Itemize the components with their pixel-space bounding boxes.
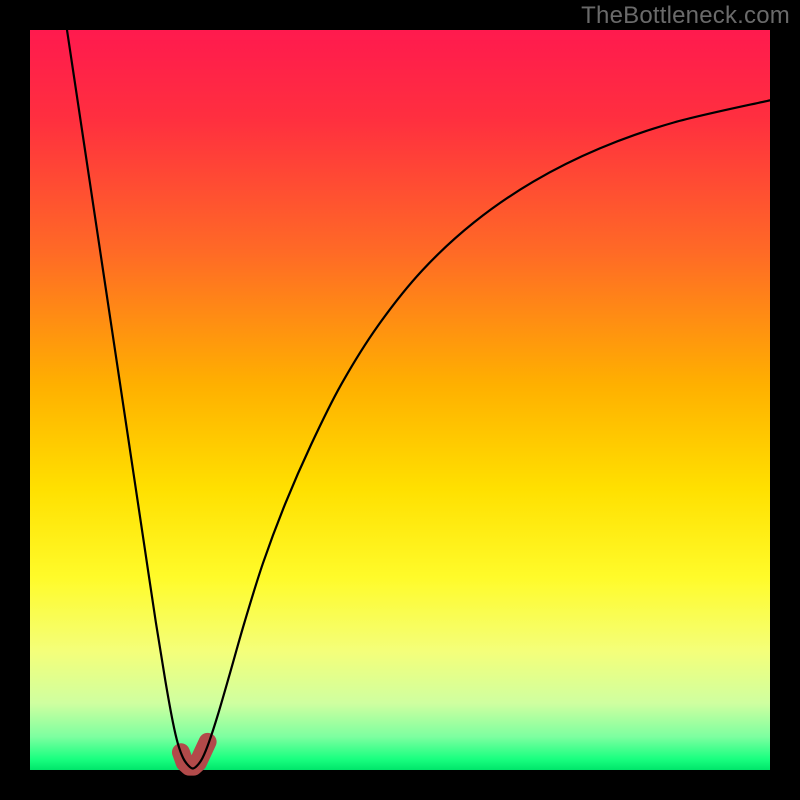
bottleneck-chart (0, 0, 800, 800)
root: TheBottleneck.com (0, 0, 800, 800)
gradient-plot-area (30, 30, 770, 770)
attribution-text: TheBottleneck.com (581, 2, 790, 30)
